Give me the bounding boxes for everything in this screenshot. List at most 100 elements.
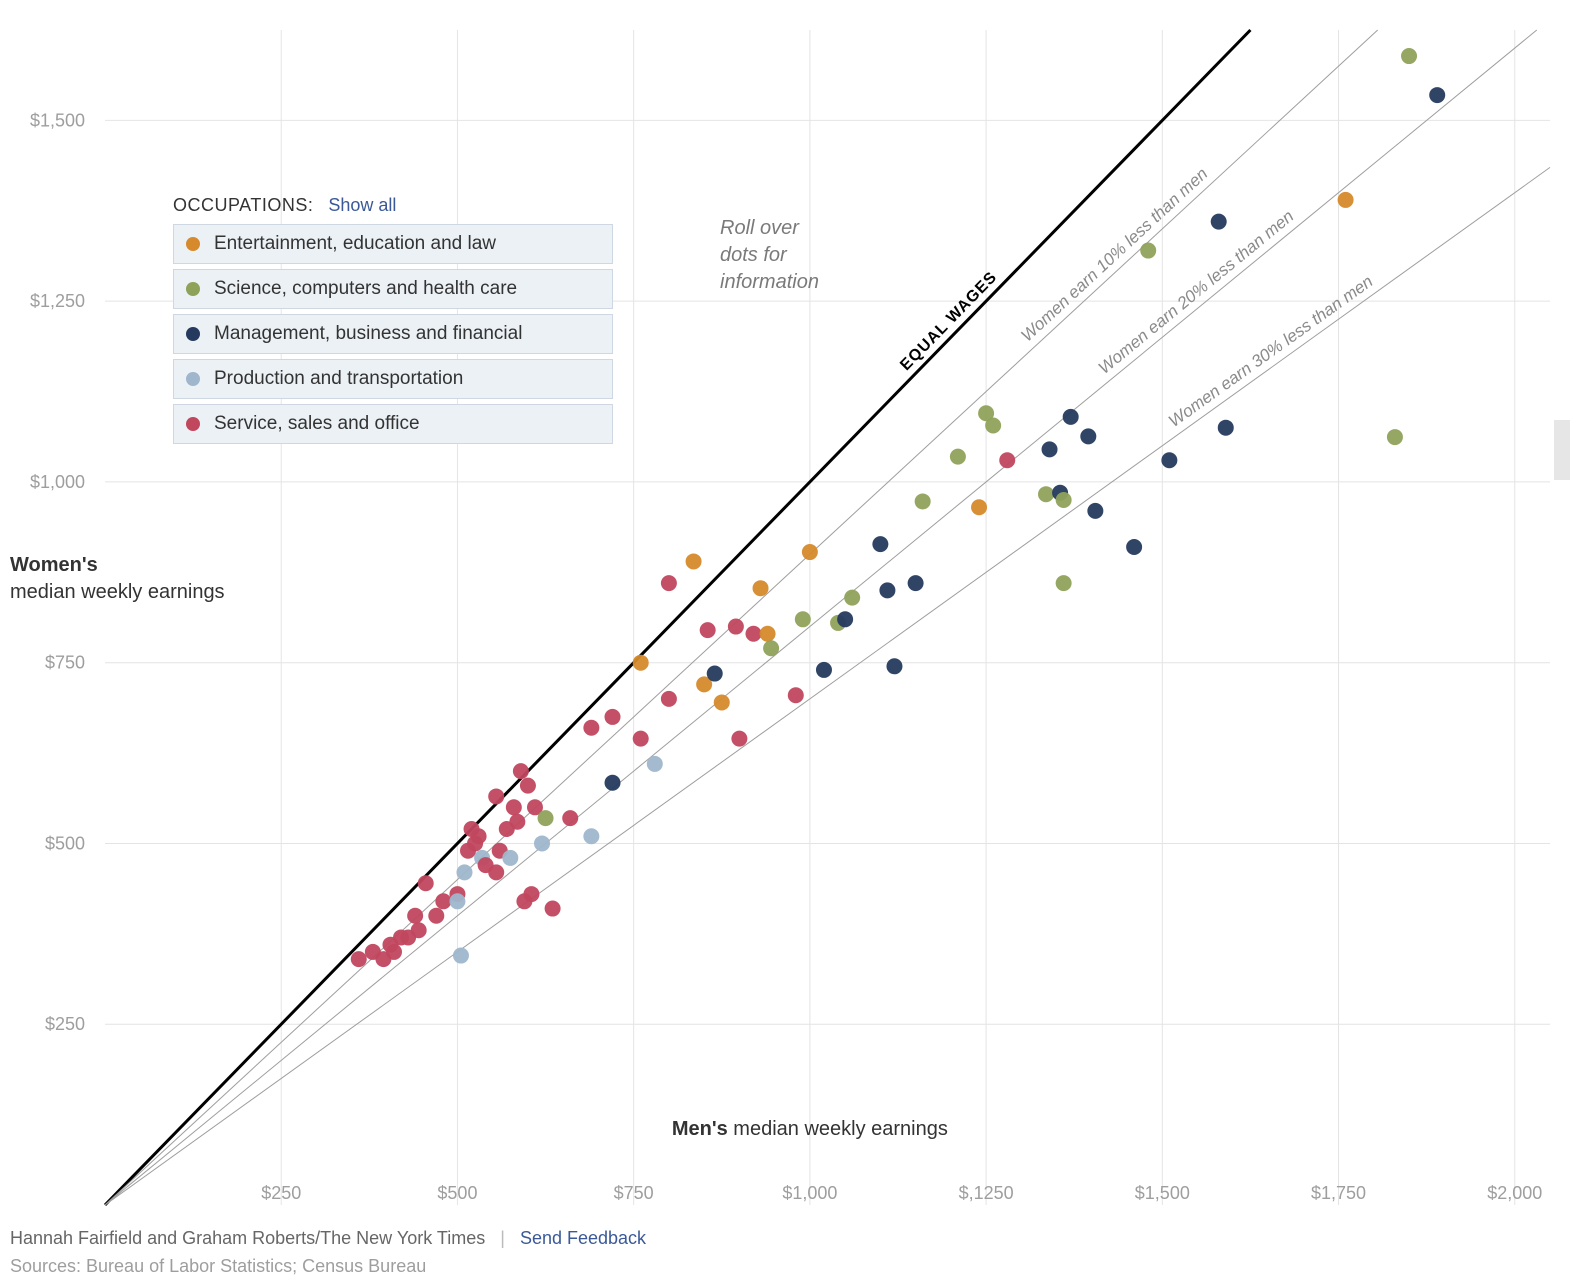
scatter-plot: $250$500$750$1,000$,1250$1,500$1,750$2,0…: [0, 0, 1570, 1278]
legend-show-all-link[interactable]: Show all: [328, 195, 396, 215]
data-point[interactable]: [886, 658, 902, 674]
legend-item-mgmt[interactable]: Management, business and financial: [173, 314, 613, 354]
data-point[interactable]: [488, 788, 504, 804]
data-point[interactable]: [1218, 420, 1234, 436]
data-point[interactable]: [605, 775, 621, 791]
x-tick-label: $750: [614, 1183, 654, 1203]
data-point[interactable]: [1429, 87, 1445, 103]
data-point[interactable]: [1211, 214, 1227, 230]
data-point[interactable]: [915, 493, 931, 509]
data-point[interactable]: [386, 944, 402, 960]
data-point[interactable]: [985, 418, 1001, 434]
data-point[interactable]: [418, 875, 434, 891]
legend-item-sci[interactable]: Science, computers and health care: [173, 269, 613, 309]
y-tick-label: $1,250: [30, 291, 85, 311]
data-point[interactable]: [700, 622, 716, 638]
legend-swatch-icon: [186, 417, 200, 431]
data-point[interactable]: [1401, 48, 1417, 64]
data-point[interactable]: [763, 640, 779, 656]
data-point[interactable]: [411, 922, 427, 938]
data-point[interactable]: [1087, 503, 1103, 519]
sources-text: Sources: Bureau of Labor Statistics; Cen…: [10, 1256, 426, 1276]
data-point[interactable]: [453, 948, 469, 964]
data-point[interactable]: [1161, 452, 1177, 468]
data-point[interactable]: [534, 835, 550, 851]
data-point[interactable]: [545, 901, 561, 917]
data-point[interactable]: [583, 720, 599, 736]
data-point[interactable]: [795, 611, 811, 627]
legend-item-prod[interactable]: Production and transportation: [173, 359, 613, 399]
data-point[interactable]: [1126, 539, 1142, 555]
legend-item-serv[interactable]: Service, sales and office: [173, 404, 613, 444]
data-point[interactable]: [509, 814, 525, 830]
data-point[interactable]: [1387, 429, 1403, 445]
data-point[interactable]: [1140, 243, 1156, 259]
data-point[interactable]: [562, 810, 578, 826]
data-point[interactable]: [971, 499, 987, 515]
data-point[interactable]: [1080, 428, 1096, 444]
data-point[interactable]: [428, 908, 444, 924]
y-axis-title-rest: median weekly earnings: [10, 581, 225, 603]
y-tick-label: $1,000: [30, 472, 85, 492]
data-point[interactable]: [753, 580, 769, 596]
data-point[interactable]: [908, 575, 924, 591]
data-point[interactable]: [471, 828, 487, 844]
data-point[interactable]: [1038, 486, 1054, 502]
legend-title: OCCUPATIONS:: [173, 195, 313, 215]
sources-line: Sources: Bureau of Labor Statistics; Cen…: [10, 1256, 426, 1277]
x-tick-label: $,1250: [959, 1183, 1014, 1203]
data-point[interactable]: [502, 850, 518, 866]
data-point[interactable]: [449, 893, 465, 909]
hover-hint: Roll overdots forinformation: [720, 215, 819, 296]
legend-item-ent[interactable]: Entertainment, education and law: [173, 224, 613, 264]
data-point[interactable]: [520, 778, 536, 794]
data-point[interactable]: [506, 799, 522, 815]
data-point[interactable]: [1063, 409, 1079, 425]
data-point[interactable]: [605, 709, 621, 725]
send-feedback-link[interactable]: Send Feedback: [520, 1228, 646, 1248]
data-point[interactable]: [661, 691, 677, 707]
reference-line-label: Women earn 10% less than men: [1017, 164, 1211, 345]
data-point[interactable]: [1338, 192, 1354, 208]
data-point[interactable]: [707, 666, 723, 682]
data-point[interactable]: [633, 731, 649, 747]
data-point[interactable]: [633, 655, 649, 671]
data-point[interactable]: [879, 582, 895, 598]
y-tick-label: $500: [45, 833, 85, 853]
data-point[interactable]: [351, 951, 367, 967]
equal-wages-label: EQUAL WAGES: [897, 269, 1000, 374]
data-point[interactable]: [538, 810, 554, 826]
data-point[interactable]: [513, 763, 529, 779]
data-point[interactable]: [760, 626, 776, 642]
data-point[interactable]: [1056, 492, 1072, 508]
y-axis-title-bold: Women's: [10, 552, 225, 579]
data-point[interactable]: [583, 828, 599, 844]
data-point[interactable]: [802, 544, 818, 560]
data-point[interactable]: [456, 864, 472, 880]
data-point[interactable]: [407, 908, 423, 924]
data-point[interactable]: [523, 886, 539, 902]
data-point[interactable]: [1056, 575, 1072, 591]
data-point[interactable]: [714, 694, 730, 710]
data-point[interactable]: [731, 731, 747, 747]
data-point[interactable]: [999, 452, 1015, 468]
data-point[interactable]: [488, 864, 504, 880]
legend-swatch-icon: [186, 237, 200, 251]
data-point[interactable]: [435, 893, 451, 909]
data-point[interactable]: [788, 687, 804, 703]
data-point[interactable]: [872, 536, 888, 552]
data-point[interactable]: [647, 756, 663, 772]
data-point[interactable]: [837, 611, 853, 627]
legend-swatch-icon: [186, 372, 200, 386]
data-point[interactable]: [728, 619, 744, 635]
data-point[interactable]: [816, 662, 832, 678]
right-decor-bar: [1554, 420, 1570, 480]
data-point[interactable]: [1042, 441, 1058, 457]
data-point[interactable]: [686, 553, 702, 569]
data-point[interactable]: [844, 590, 860, 606]
legend-item-label: Science, computers and health care: [214, 278, 517, 300]
data-point[interactable]: [950, 449, 966, 465]
y-axis-title: Women's median weekly earnings: [10, 552, 225, 606]
data-point[interactable]: [661, 575, 677, 591]
data-point[interactable]: [745, 626, 761, 642]
